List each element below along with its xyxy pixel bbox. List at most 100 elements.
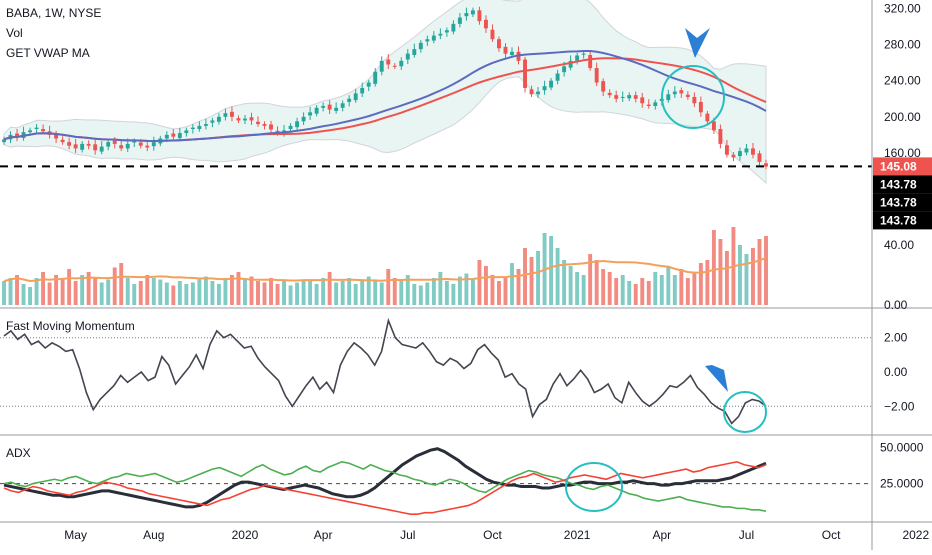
price-badge (873, 211, 932, 230)
volume-bar (119, 263, 124, 305)
candle-body (418, 42, 423, 50)
candle-body (171, 133, 176, 137)
momentum-tick-label: 2.00 (884, 331, 908, 345)
candle-body (503, 46, 508, 54)
symbol-title[interactable]: BABA, 1W, NYSE (6, 6, 102, 20)
candle-body (483, 19, 488, 29)
volume-bar (607, 272, 612, 305)
volume-bar (620, 275, 625, 305)
volume-bar (145, 275, 150, 305)
time-axis-label: 2022 (902, 528, 929, 542)
volume-bar (112, 267, 117, 305)
volume-bar (229, 275, 234, 305)
candle-body (229, 111, 234, 117)
volume-bar (86, 272, 91, 305)
volume-bar (125, 278, 130, 305)
volume-bar (41, 272, 46, 305)
volume-bar (282, 281, 287, 305)
volume-bar (764, 236, 768, 305)
volume-bar (653, 272, 658, 305)
adx-pane-title[interactable]: ADX (6, 446, 31, 460)
volume-bar (633, 284, 638, 305)
volume-bar (627, 281, 632, 305)
candle-body (347, 98, 352, 102)
candle-body (93, 144, 98, 151)
candle-body (184, 130, 189, 134)
candle-body (2, 139, 6, 143)
volume-bar (99, 282, 104, 305)
candle-body (203, 124, 208, 126)
volume-bar (692, 272, 697, 305)
volume-bar (483, 266, 488, 305)
moving-averages-layer (3, 49, 767, 142)
volume-bar (164, 282, 169, 305)
volume-bar (2, 281, 6, 305)
volume-bar (751, 248, 755, 305)
volume-bar (15, 275, 19, 305)
volume-bar (353, 284, 358, 305)
time-axis-label: Oct (822, 528, 841, 542)
candle-body (470, 10, 475, 15)
candle-body (620, 96, 625, 98)
candle-body (119, 145, 124, 149)
volume-bar (47, 282, 52, 305)
volume-bar (581, 275, 586, 305)
candle-body (594, 68, 599, 83)
volume-bar (711, 230, 716, 305)
momentum-highlight-circle (723, 391, 767, 433)
candle-body (477, 10, 482, 22)
candle-body (627, 95, 632, 99)
volume-bar (457, 276, 462, 305)
volume-bar (601, 269, 606, 305)
candle-body (757, 153, 762, 162)
volume-legend-label[interactable]: Vol (6, 26, 23, 40)
candle-body (679, 90, 684, 94)
volume-bar (392, 278, 397, 305)
candle-body (764, 163, 768, 167)
candle-body (425, 39, 430, 42)
candle-body (106, 142, 111, 147)
candle-body (575, 55, 580, 61)
candle-body (340, 103, 345, 108)
candle-body (731, 154, 736, 158)
volume-bar (301, 279, 306, 305)
volume-bar (269, 278, 273, 305)
volume-bar (470, 279, 475, 305)
time-axis-label: 2021 (564, 528, 591, 542)
vwap-ma-legend-label[interactable]: GET VWAP MA (6, 46, 90, 60)
volume-bar (177, 281, 182, 305)
volume-bar (425, 282, 430, 305)
volume-bar (659, 275, 664, 305)
volume-bar (203, 276, 208, 305)
volume-bar (28, 287, 33, 305)
volume-bar (210, 281, 215, 305)
volume-bar (132, 284, 137, 305)
candle-body (360, 87, 365, 94)
volume-bar (568, 266, 573, 305)
candle-body (562, 66, 567, 73)
volume-bar (679, 269, 684, 305)
candle-body (41, 129, 46, 132)
adx-tick-label: 25.0000 (880, 477, 924, 491)
price-arrow-marker (685, 28, 710, 58)
candle-body (444, 30, 449, 33)
momentum-pane-title[interactable]: Fast Moving Momentum (6, 319, 135, 333)
volume-bar (340, 281, 345, 305)
price-badge-label: 143.78 (880, 195, 917, 209)
volume-bar (347, 278, 352, 305)
candle-body (431, 35, 436, 41)
momentum-tick-label: 0.00 (884, 365, 908, 379)
volume-bar (412, 284, 417, 305)
candle-body (588, 54, 593, 69)
price-badge (873, 157, 932, 176)
candle-body (529, 89, 534, 95)
volume-bar (405, 275, 410, 305)
volume-bar (399, 281, 404, 305)
volume-bar (308, 281, 313, 305)
candle-body (392, 65, 397, 67)
volume-bar (190, 282, 195, 305)
volume-bar (523, 248, 527, 305)
